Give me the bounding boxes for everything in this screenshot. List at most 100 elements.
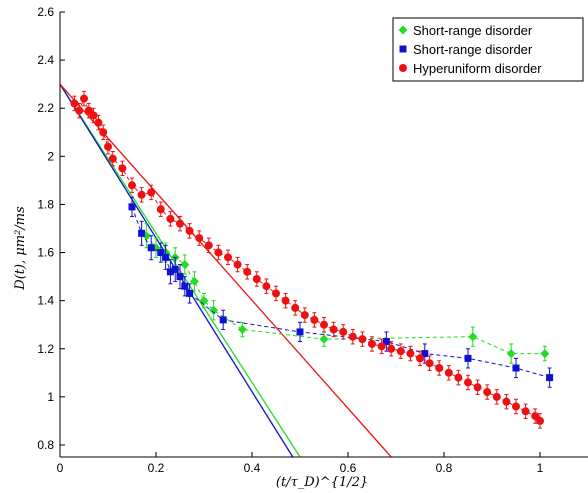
legend-label-1: Short-range disorder	[413, 42, 533, 57]
axes: 0 0.2 0.4 0.6 0.8 1 0.8 1 1.2 1.4 1.6 1.8 2 2.2 2.4 2.6	[37, 5, 588, 475]
series-2-point-41	[425, 359, 434, 368]
series-2-point-36	[377, 342, 386, 351]
series-2	[70, 90, 544, 429]
legend-marker-0	[398, 25, 408, 35]
series-2-point-30	[320, 320, 328, 329]
series-1-point-1	[138, 229, 146, 237]
series-1-point-0	[128, 203, 136, 211]
y-axis-label: D(t), μm²/ms	[13, 206, 28, 291]
series-2-point-1	[75, 106, 84, 115]
series-1-point-9	[186, 289, 194, 297]
series-1-point-11	[296, 328, 304, 336]
series-0-point-12	[540, 349, 550, 359]
series-2-point-53	[536, 416, 544, 425]
series-2-point-23	[252, 275, 261, 283]
series-1-point-10	[219, 316, 227, 324]
y-tick-label-7: 2.2	[37, 101, 54, 115]
series-2-point-24	[262, 282, 271, 291]
legend-marker-2	[399, 64, 407, 72]
y-tick-label-3: 1.4	[37, 294, 54, 308]
series-1-point-8	[181, 282, 189, 290]
plot-content	[60, 83, 554, 457]
series-0-point-7	[209, 305, 219, 315]
series-1-point-12	[382, 338, 390, 346]
y-tick-label-4: 1.6	[37, 246, 54, 260]
series-2-point-16	[185, 226, 194, 235]
series-2-point-51	[521, 407, 530, 416]
series-0-point-4	[180, 260, 190, 270]
x-tick-label-1: 0.2	[148, 461, 165, 475]
x-tick-label-3: 0.6	[340, 461, 357, 475]
x-tick-label-0: 0	[57, 461, 64, 475]
series-1-point-7	[176, 273, 184, 281]
series-2-point-29	[310, 315, 319, 324]
x-tick-label-2: 0.4	[244, 461, 261, 475]
series-2-line	[73, 97, 541, 422]
series-2-point-47	[483, 388, 492, 397]
series-2-point-44	[454, 373, 463, 382]
series-2-point-2	[80, 94, 88, 103]
y-tick-label-8: 2.4	[37, 53, 54, 67]
x-tick-label-4: 0.8	[436, 461, 453, 475]
series-0-point-11	[506, 349, 516, 359]
series-2-point-49	[502, 397, 511, 406]
series-2-point-4	[89, 111, 98, 120]
series-2-point-33	[348, 332, 357, 341]
x-axis-label: (t/τ_D)^{1/2}	[276, 475, 368, 490]
series-2-point-28	[300, 311, 309, 320]
series-0-point-9	[319, 334, 329, 344]
series-2-point-20	[224, 253, 232, 262]
series-2-point-37	[387, 344, 396, 353]
series-2-point-40	[416, 354, 424, 363]
y-tick-label-1: 1	[47, 390, 54, 404]
series-2-point-43	[444, 368, 453, 377]
y-tick-label-5: 1.8	[37, 197, 54, 211]
series-2-point-35	[368, 339, 376, 348]
series-1-point-13	[421, 350, 429, 358]
series-2-point-0	[70, 99, 79, 108]
series-2-point-5	[94, 118, 103, 127]
series-1	[128, 196, 554, 388]
series-2-point-13	[156, 205, 165, 214]
legend-label-0: Short-range disorder	[413, 23, 533, 38]
series-0-point-5	[189, 276, 199, 286]
series-2-point-8	[108, 154, 117, 163]
series-1-point-15	[512, 364, 520, 372]
y-tick-label-0: 0.8	[37, 438, 54, 452]
series-0-point-10	[468, 332, 478, 342]
series-2-point-46	[473, 383, 482, 392]
series-2-point-10	[128, 181, 136, 190]
series-1-point-16	[546, 374, 554, 382]
series-2-point-15	[176, 219, 184, 228]
y-tick-label-9: 2.6	[37, 5, 54, 19]
series-1-point-6	[171, 265, 179, 273]
series-1-point-4	[162, 253, 170, 261]
series-2-point-27	[291, 303, 300, 312]
plot-area	[60, 83, 554, 457]
series-2-point-12	[147, 188, 156, 197]
series-1-point-5	[166, 268, 174, 276]
series-2-point-34	[358, 335, 367, 344]
series-2-point-32	[339, 327, 348, 336]
y-tick-label-2: 1.2	[37, 342, 54, 356]
series-1-point-3	[157, 249, 165, 257]
x-tick-label-5: 1	[537, 461, 544, 475]
series-2-point-48	[492, 392, 501, 401]
legend: Short-range disorder Short-range disorder…	[392, 17, 584, 82]
series-1-point-14	[464, 354, 472, 362]
series-2-point-38	[396, 347, 405, 356]
series-2-point-22	[243, 267, 252, 276]
series-1-point-2	[147, 244, 155, 252]
series-2-point-11	[137, 190, 146, 199]
series-2-point-14	[166, 214, 175, 223]
series-2-point-50	[512, 402, 520, 411]
series-2-point-6	[99, 128, 108, 137]
series-2-point-9	[118, 164, 127, 173]
series-2-point-18	[204, 241, 213, 250]
series-2-point-25	[272, 289, 280, 298]
series-0-line	[146, 235, 545, 355]
series-2-point-17	[195, 234, 204, 243]
legend-marker-1	[399, 45, 407, 53]
series-0-point-8	[237, 325, 247, 335]
